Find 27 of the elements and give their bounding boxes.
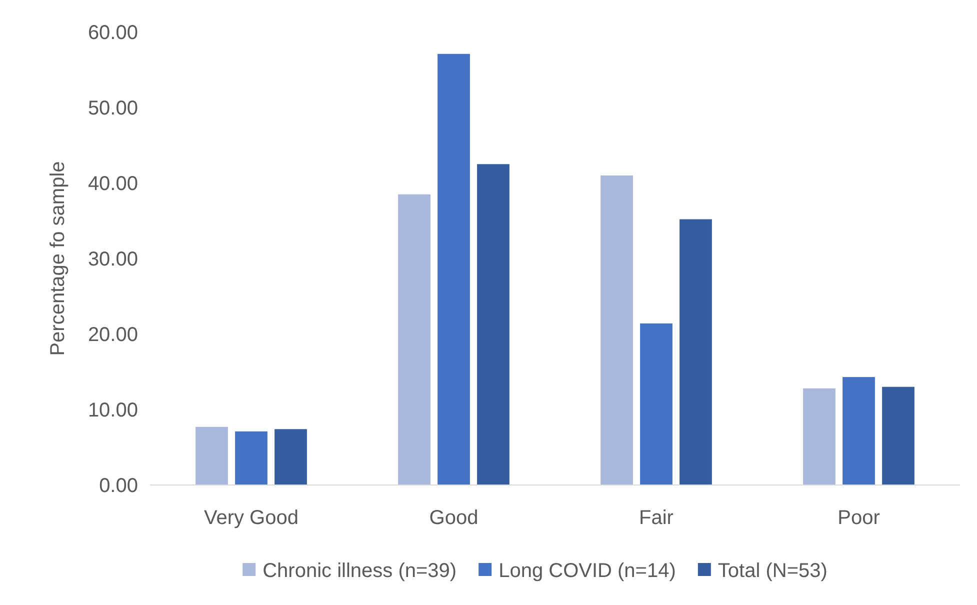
legend-label: Chronic illness (n=39) (262, 560, 457, 582)
y-axis-title: Percentage fo sample (47, 161, 69, 356)
x-tick-label: Poor (838, 507, 880, 529)
x-tick-label: Very Good (204, 507, 299, 529)
y-tick-label: 20.00 (88, 324, 138, 346)
bar (438, 54, 470, 485)
legend-label: Long COVID (n=14) (498, 560, 676, 582)
bar (600, 175, 633, 485)
bar (882, 386, 914, 485)
bar (640, 323, 672, 485)
y-tick-label: 10.00 (88, 400, 138, 422)
y-tick-label: 0.00 (99, 475, 138, 497)
bar (274, 429, 307, 485)
y-tick-label: 40.00 (88, 173, 138, 195)
x-tick-label: Fair (639, 507, 674, 529)
bar (477, 164, 510, 485)
bar (803, 388, 836, 485)
y-tick-label: 60.00 (88, 22, 138, 44)
y-tick-label: 30.00 (88, 248, 138, 270)
legend-label: Total (N=53) (718, 560, 828, 582)
bar (235, 431, 268, 485)
bar (398, 194, 430, 485)
bar (680, 219, 712, 485)
x-tick-label: Good (429, 507, 478, 529)
bar (842, 377, 875, 485)
bar (196, 426, 228, 485)
y-tick-label: 50.00 (88, 98, 138, 120)
